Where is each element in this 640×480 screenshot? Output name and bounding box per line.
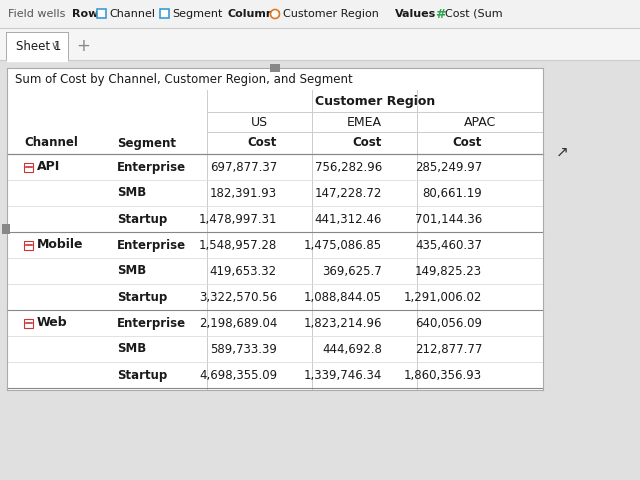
Text: SMB: SMB (117, 187, 147, 200)
Text: Startup: Startup (117, 213, 167, 226)
Text: 369,625.7: 369,625.7 (323, 264, 382, 277)
Text: Sum of Cost by Channel, Customer Region, and Segment: Sum of Cost by Channel, Customer Region,… (15, 72, 353, 85)
Text: 1,475,086.85: 1,475,086.85 (304, 239, 382, 252)
Text: 3,322,570.56: 3,322,570.56 (199, 290, 277, 303)
Bar (97, 9, 106, 18)
Bar (6, 32, 68, 60)
Text: 1,823,214.96: 1,823,214.96 (303, 316, 382, 329)
Text: Channel: Channel (109, 9, 155, 19)
Text: Customer Region: Customer Region (315, 95, 435, 108)
Text: 212,877.77: 212,877.77 (415, 343, 482, 356)
Text: 1,088,844.05: 1,088,844.05 (304, 290, 382, 303)
Text: Segment: Segment (172, 9, 222, 19)
Bar (0, 60, 640, 480)
Text: Channel: Channel (24, 136, 78, 149)
Bar (2, 224, 10, 234)
Bar (7, 59, 67, 61)
Bar (270, 64, 280, 72)
Text: 435,460.37: 435,460.37 (415, 239, 482, 252)
Text: EMEA: EMEA (347, 116, 382, 129)
Text: 444,692.8: 444,692.8 (322, 343, 382, 356)
Text: US: US (251, 116, 268, 129)
Text: 589,733.39: 589,733.39 (210, 343, 277, 356)
Text: Enterprise: Enterprise (117, 160, 186, 173)
Text: Segment: Segment (117, 136, 176, 149)
Bar (24, 163, 33, 171)
Text: SMB: SMB (117, 343, 147, 356)
Bar (0, 0, 640, 28)
Text: Rows: Rows (72, 9, 105, 19)
Text: 4,698,355.09: 4,698,355.09 (199, 369, 277, 382)
Text: 756,282.96: 756,282.96 (315, 160, 382, 173)
Text: Sheet 1: Sheet 1 (16, 39, 61, 52)
Text: Cost (Sum: Cost (Sum (445, 9, 502, 19)
Text: Field wells: Field wells (8, 9, 65, 19)
Text: 1,339,746.34: 1,339,746.34 (303, 369, 382, 382)
Text: 2,198,689.04: 2,198,689.04 (198, 316, 277, 329)
Text: 697,877.37: 697,877.37 (210, 160, 277, 173)
Text: Cost: Cost (248, 136, 277, 149)
Bar (7, 68, 543, 390)
Text: Cost: Cost (353, 136, 382, 149)
Text: ↗: ↗ (556, 144, 569, 159)
Text: API: API (37, 160, 60, 173)
Text: Cost: Cost (452, 136, 482, 149)
Text: SMB: SMB (117, 264, 147, 277)
Text: ∨: ∨ (51, 41, 59, 51)
Text: Columns: Columns (228, 9, 282, 19)
Text: Enterprise: Enterprise (117, 239, 186, 252)
Text: 80,661.19: 80,661.19 (422, 187, 482, 200)
Text: Values: Values (395, 9, 436, 19)
Text: 419,653.32: 419,653.32 (210, 264, 277, 277)
Text: 701,144.36: 701,144.36 (415, 213, 482, 226)
Text: APAC: APAC (464, 116, 496, 129)
Text: #: # (435, 8, 445, 21)
Bar (160, 9, 169, 18)
Bar (0, 28, 640, 60)
Text: 1,860,356.93: 1,860,356.93 (404, 369, 482, 382)
Text: Mobile: Mobile (37, 239, 83, 252)
Text: 1,291,006.02: 1,291,006.02 (404, 290, 482, 303)
Bar (24, 240, 33, 250)
Text: Web: Web (37, 316, 68, 329)
Text: Customer Region: Customer Region (283, 9, 379, 19)
Circle shape (271, 10, 280, 19)
Text: 285,249.97: 285,249.97 (415, 160, 482, 173)
Text: Enterprise: Enterprise (117, 316, 186, 329)
Text: Startup: Startup (117, 369, 167, 382)
Text: 182,391.93: 182,391.93 (210, 187, 277, 200)
Text: 1,478,997.31: 1,478,997.31 (198, 213, 277, 226)
Text: 147,228.72: 147,228.72 (315, 187, 382, 200)
Text: 149,825.23: 149,825.23 (415, 264, 482, 277)
Text: 640,056.09: 640,056.09 (415, 316, 482, 329)
Text: +: + (76, 37, 90, 55)
Text: 441,312.46: 441,312.46 (315, 213, 382, 226)
Text: Startup: Startup (117, 290, 167, 303)
Text: 1,548,957.28: 1,548,957.28 (199, 239, 277, 252)
Bar (24, 319, 33, 327)
